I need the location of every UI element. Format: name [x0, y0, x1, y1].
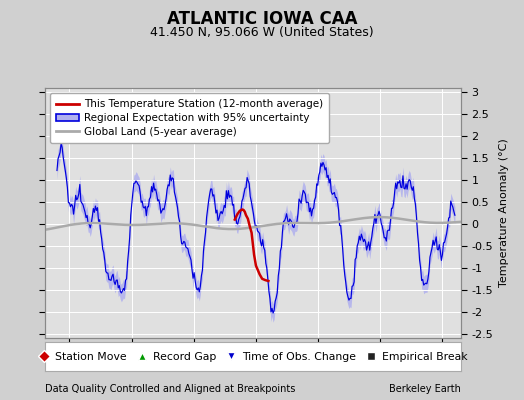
Text: ATLANTIC IOWA CAA: ATLANTIC IOWA CAA: [167, 10, 357, 28]
Text: Berkeley Earth: Berkeley Earth: [389, 384, 461, 394]
Text: Data Quality Controlled and Aligned at Breakpoints: Data Quality Controlled and Aligned at B…: [45, 384, 295, 394]
Legend: This Temperature Station (12-month average), Regional Expectation with 95% uncer: This Temperature Station (12-month avera…: [50, 93, 330, 143]
Legend: Station Move, Record Gap, Time of Obs. Change, Empirical Break: Station Move, Record Gap, Time of Obs. C…: [34, 348, 472, 366]
Text: 41.450 N, 95.066 W (United States): 41.450 N, 95.066 W (United States): [150, 26, 374, 39]
Y-axis label: Temperature Anomaly (°C): Temperature Anomaly (°C): [499, 139, 509, 287]
